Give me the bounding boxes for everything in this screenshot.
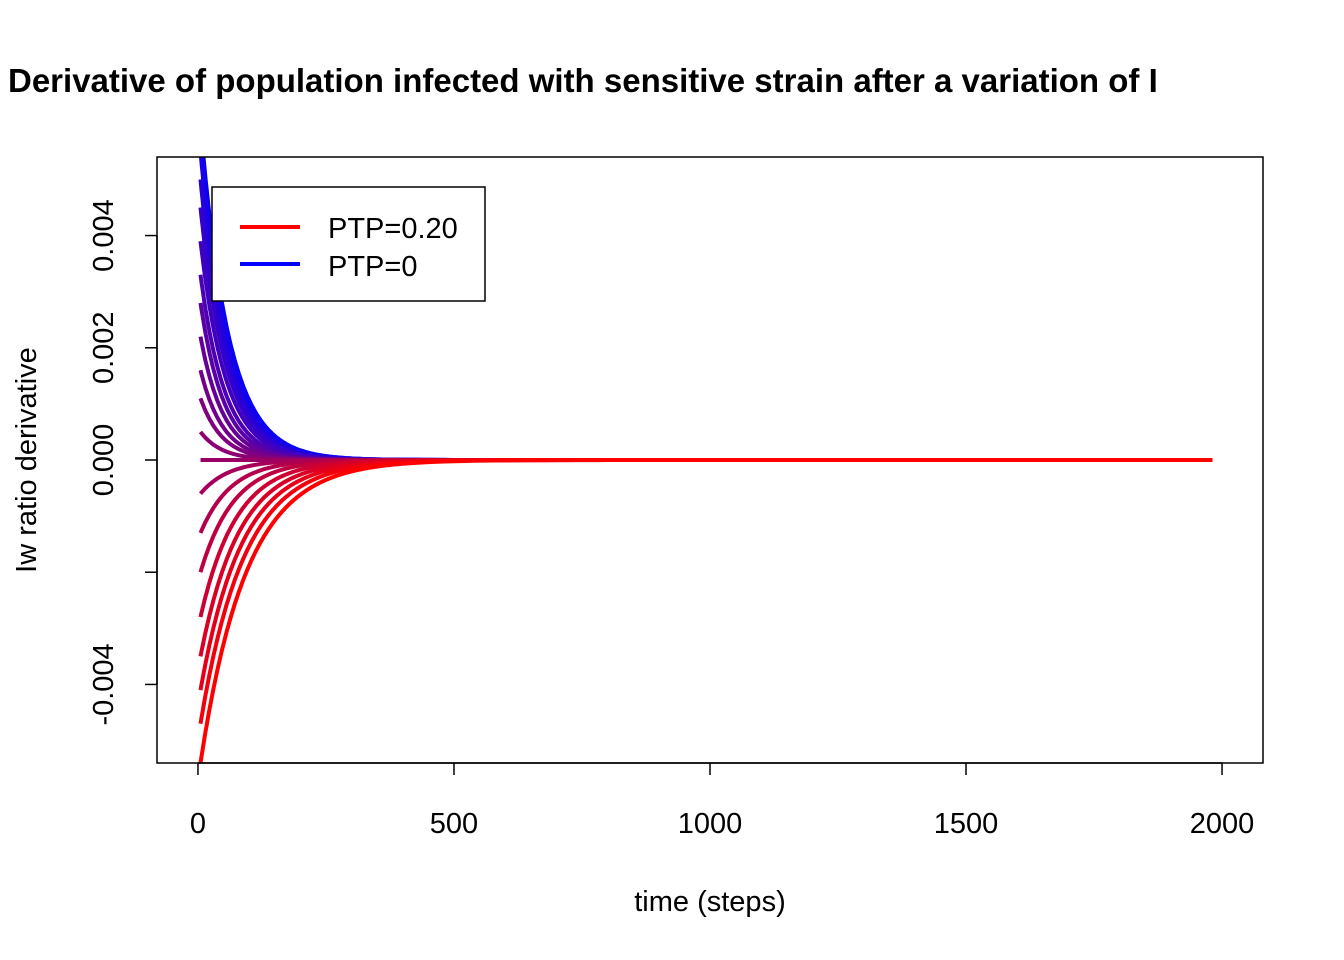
x-tick-label: 500 [430, 808, 478, 840]
series-line-6 [198, 274, 1213, 462]
series-line-11 [198, 430, 1213, 462]
series-line-16 [198, 458, 1213, 618]
legend-box [211, 186, 486, 302]
series-line-18 [198, 458, 1213, 691]
series-line-15 [198, 458, 1213, 573]
series-line-10 [198, 397, 1213, 462]
series-line-8 [198, 336, 1213, 462]
series-line-19 [198, 458, 1213, 725]
legend: PTP=0.20 PTP=0 [211, 186, 486, 302]
y-axis-label: Iw ratio derivative [11, 347, 43, 573]
series-line-17 [198, 458, 1213, 657]
legend-label-ptp-0-20: PTP=0.20 [328, 213, 458, 245]
y-axis: -0.004 0.000 0.002 0.004 [88, 199, 158, 726]
y-tick-label: 0.004 [88, 199, 120, 272]
legend-label-ptp-0: PTP=0 [328, 251, 417, 283]
series-line-7 [198, 302, 1213, 462]
x-tick-label: 0 [190, 808, 206, 840]
x-axis-label: time (steps) [634, 886, 785, 918]
series-layer [198, 157, 1213, 763]
y-tick-label: 0.000 [88, 424, 120, 497]
x-tick-label: 2000 [1190, 808, 1255, 840]
y-tick-label: 0.002 [88, 311, 120, 384]
x-tick-label: 1500 [934, 808, 999, 840]
series-line-20 [198, 458, 1213, 763]
series-line-9 [198, 369, 1213, 462]
x-tick-label: 1000 [678, 808, 743, 840]
y-tick-label: -0.004 [88, 643, 120, 725]
chart-title: Derivative of population infected with s… [8, 62, 1158, 99]
x-axis: 0 500 1000 1500 2000 [190, 762, 1255, 840]
